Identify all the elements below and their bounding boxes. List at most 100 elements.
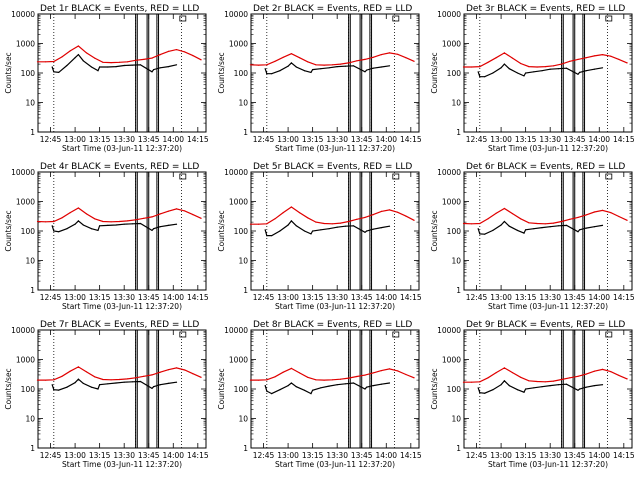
y-tick-label: 100 <box>21 69 36 78</box>
x-tick-label: 13:45 <box>351 451 373 460</box>
y-tick-label: 100 <box>447 227 462 236</box>
data-point-events <box>577 389 579 391</box>
data-point-events <box>549 68 551 70</box>
data-point-events <box>53 230 55 232</box>
data-point-events <box>82 224 84 226</box>
data-point-events <box>139 222 142 225</box>
data-point-lld <box>77 366 79 368</box>
data-point-events <box>601 224 604 226</box>
data-point-lld <box>266 223 268 225</box>
data-point-lld <box>258 223 260 225</box>
x-tick-label: 13:00 <box>490 293 512 302</box>
detector-panel-8: Det 8r BLACK = Events, RED = LLD 1 10 100 10… <box>217 320 422 469</box>
data-point-events <box>557 225 560 227</box>
data-point-lld <box>536 66 538 68</box>
y-tick-label: 1 <box>243 286 248 295</box>
data-point-lld <box>380 370 382 372</box>
data-point-events <box>66 386 68 388</box>
data-point-lld <box>610 212 612 214</box>
data-point-lld <box>126 220 129 222</box>
data-point-lld <box>405 57 407 59</box>
data-point-lld <box>520 218 522 220</box>
data-point-lld <box>323 64 325 66</box>
data-point-events <box>151 387 153 389</box>
data-point-lld <box>151 374 153 376</box>
data-point-lld <box>200 59 202 61</box>
data-point-events <box>279 389 281 391</box>
x-tick-label: 13:30 <box>539 135 561 144</box>
data-point-lld <box>356 375 358 378</box>
y-tick-label: 1 <box>456 128 461 137</box>
plot-frame <box>37 171 207 291</box>
x-tick-label: 13:15 <box>302 293 324 302</box>
data-point-lld <box>487 377 489 379</box>
data-point-lld <box>53 60 55 63</box>
data-point-events <box>66 64 68 67</box>
x-tick-label: 13:00 <box>64 135 86 144</box>
data-point-events <box>565 224 568 226</box>
data-point-lld <box>85 371 88 373</box>
data-point-lld <box>36 379 39 381</box>
data-point-events <box>523 232 525 234</box>
data-point-events <box>479 233 481 235</box>
y-tick-label: 1 <box>456 286 461 295</box>
data-point-lld <box>159 371 161 373</box>
data-point-lld <box>61 56 63 58</box>
data-point-lld <box>372 56 374 58</box>
data-point-lld <box>61 217 63 219</box>
data-point-lld <box>520 376 522 378</box>
x-tick-label: 13:30 <box>326 293 348 302</box>
data-point-events <box>77 378 79 380</box>
data-point-lld <box>36 61 39 63</box>
data-point-events <box>312 230 314 232</box>
detector-panel-9: Det 9r BLACK = Events, RED = LLD 1 10 100 10… <box>430 320 635 469</box>
data-point-events <box>477 71 479 73</box>
data-point-events <box>290 220 292 222</box>
marker-box-icon <box>392 331 400 338</box>
data-point-lld <box>405 215 407 217</box>
data-point-events <box>51 384 53 386</box>
data-point-lld <box>77 207 79 209</box>
data-point-lld <box>331 64 333 66</box>
data-point-lld <box>388 52 391 54</box>
y-tick-label: 10000 <box>11 10 35 19</box>
data-gap-spike <box>156 172 160 291</box>
data-point-lld <box>102 220 104 223</box>
data-gap-spike <box>582 330 586 449</box>
y-tick-label: 1000 <box>16 356 35 365</box>
data-point-events <box>585 70 587 72</box>
data-point-events <box>344 383 346 385</box>
x-tick-label: 14:00 <box>375 135 397 144</box>
data-point-events <box>167 382 169 384</box>
y-tick-label: 100 <box>234 69 249 78</box>
data-point-events <box>74 57 76 59</box>
data-point-lld <box>601 368 604 370</box>
data-gap-spike <box>146 14 150 133</box>
data-point-lld <box>593 370 596 372</box>
y-tick-label: 1 <box>456 444 461 453</box>
x-tick-label: 13:30 <box>113 293 135 302</box>
data-point-events <box>508 225 510 227</box>
data-point-events <box>372 228 374 230</box>
data-point-lld <box>167 50 169 53</box>
data-point-events <box>492 389 494 391</box>
y-axis-title: Counts/sec <box>217 210 226 251</box>
data-point-lld <box>356 218 358 220</box>
x-tick-label: 14:15 <box>400 293 422 302</box>
data-point-events <box>388 225 391 227</box>
panel-title: Det 8r BLACK = Events, RED = LLD <box>253 320 412 330</box>
data-point-events <box>557 384 560 386</box>
data-point-lld <box>610 55 612 57</box>
data-point-lld <box>323 222 325 225</box>
data-point-lld <box>274 218 276 220</box>
data-point-events <box>492 72 494 74</box>
y-tick-label: 1000 <box>442 356 461 365</box>
plot-frame <box>250 13 420 133</box>
x-tick-label: 12:45 <box>40 451 62 460</box>
y-tick-label: 10 <box>451 415 461 424</box>
data-point-events <box>97 70 99 72</box>
plot-frame <box>250 171 420 291</box>
data-point-lld <box>258 64 260 66</box>
data-point-lld <box>511 213 514 215</box>
data-point-lld <box>348 220 350 223</box>
